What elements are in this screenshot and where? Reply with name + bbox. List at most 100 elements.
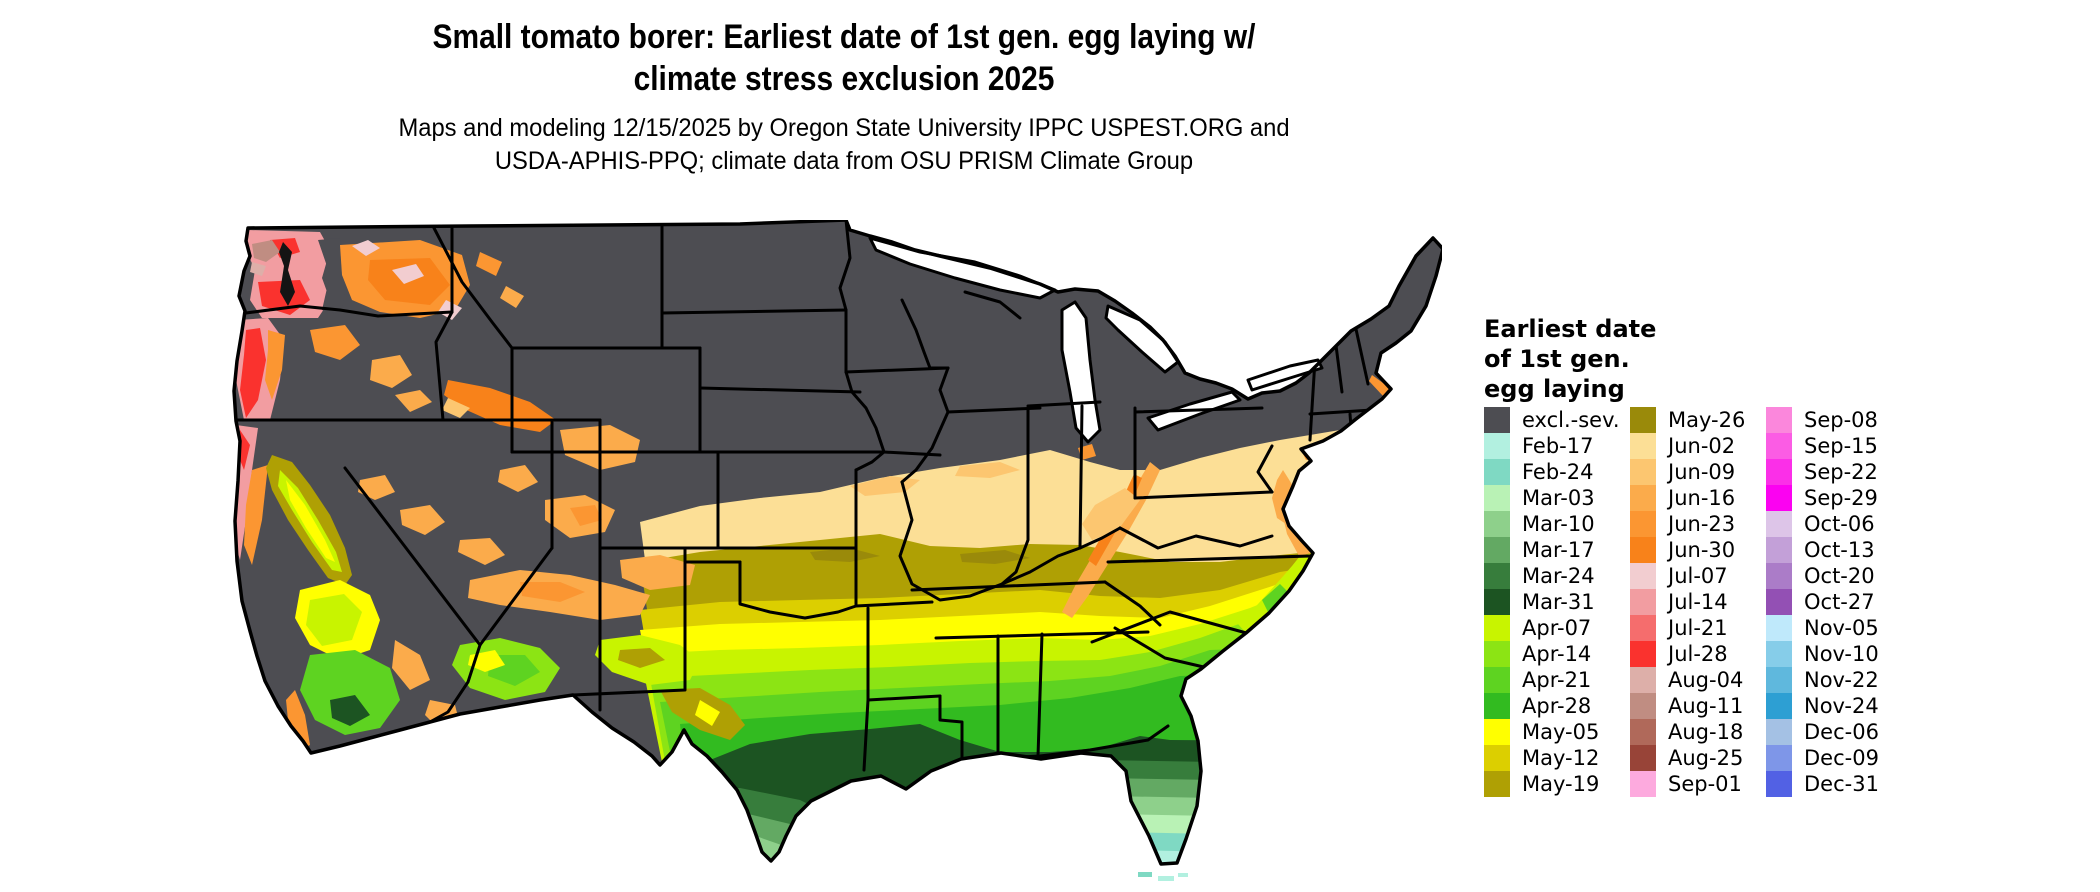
legend-label: May-12 — [1522, 746, 1600, 770]
legend-swatch — [1630, 433, 1656, 459]
legend-row: Feb-17 — [1484, 433, 1620, 459]
us-map — [232, 220, 1442, 881]
legend-label: Mar-03 — [1522, 486, 1595, 510]
legend-column-3: Sep-08 Sep-15 Sep-22 Sep-29 Oct-06 Oct-13 Oct-… — [1766, 407, 1879, 797]
subtitle-line-2: USDA-APHIS-PPQ; climate data from OSU PR… — [494, 147, 1194, 175]
florida-keys — [1138, 872, 1188, 881]
legend-row: Mar-17 — [1484, 537, 1620, 563]
legend-row: Nov-10 — [1766, 641, 1879, 667]
legend-swatch — [1630, 407, 1656, 433]
legend-label: Oct-13 — [1804, 538, 1875, 562]
legend-row: Mar-24 — [1484, 563, 1620, 589]
legend-swatch — [1484, 485, 1510, 511]
legend-row: Oct-13 — [1766, 537, 1879, 563]
legend-label: Dec-09 — [1804, 746, 1879, 770]
legend-swatch — [1630, 641, 1656, 667]
legend-label: Jun-30 — [1668, 538, 1736, 562]
legend-swatch — [1630, 589, 1656, 615]
legend-label: Mar-10 — [1522, 512, 1595, 536]
legend-row: Mar-10 — [1484, 511, 1620, 537]
legend-label: Apr-07 — [1522, 616, 1592, 640]
legend-row: Mar-31 — [1484, 589, 1620, 615]
legend-row: Jul-28 — [1630, 641, 1745, 667]
legend-row: Mar-03 — [1484, 485, 1620, 511]
legend-swatch — [1766, 537, 1792, 563]
legend-row: Feb-24 — [1484, 459, 1620, 485]
legend-swatch — [1484, 771, 1510, 797]
legend-title: Earliest date of 1st gen. egg laying — [1484, 315, 1657, 403]
legend-row: Nov-24 — [1766, 693, 1879, 719]
legend-label: Aug-18 — [1668, 720, 1744, 744]
legend-row: Apr-21 — [1484, 667, 1620, 693]
legend-row: Jul-07 — [1630, 563, 1745, 589]
legend-row: Aug-18 — [1630, 719, 1745, 745]
legend-label: Sep-08 — [1804, 408, 1878, 432]
legend-row: Oct-20 — [1766, 563, 1879, 589]
legend-row: Jun-23 — [1630, 511, 1745, 537]
legend-label: Oct-06 — [1804, 512, 1875, 536]
legend-swatch — [1630, 693, 1656, 719]
legend-label: Sep-29 — [1804, 486, 1878, 510]
legend-swatch — [1484, 459, 1510, 485]
legend-row: Nov-22 — [1766, 667, 1879, 693]
legend-row: Sep-29 — [1766, 485, 1879, 511]
legend-row: Aug-11 — [1630, 693, 1745, 719]
legend-label: Apr-14 — [1522, 642, 1592, 666]
legend-label: Aug-25 — [1668, 746, 1744, 770]
legend-column-2: May-26 Jun-02 Jun-09 Jun-16 Jun-23 Jun-30 Jul-… — [1630, 407, 1745, 797]
legend-swatch — [1484, 589, 1510, 615]
legend-label: Aug-11 — [1668, 694, 1744, 718]
legend-swatch — [1630, 719, 1656, 745]
legend-row: Apr-07 — [1484, 615, 1620, 641]
legend-swatch — [1766, 771, 1792, 797]
legend-swatch — [1484, 433, 1510, 459]
legend-label: Mar-17 — [1522, 538, 1595, 562]
legend-row: Dec-09 — [1766, 745, 1879, 771]
legend-label: Mar-24 — [1522, 564, 1595, 588]
legend-swatch — [1766, 589, 1792, 615]
legend-row: Dec-06 — [1766, 719, 1879, 745]
legend-label: Jul-14 — [1668, 590, 1728, 614]
legend-swatch — [1484, 667, 1510, 693]
legend-row: Aug-04 — [1630, 667, 1745, 693]
legend-label: Nov-10 — [1804, 642, 1879, 666]
legend-swatch — [1766, 407, 1792, 433]
legend-label: May-05 — [1522, 720, 1600, 744]
legend-swatch — [1484, 615, 1510, 641]
title-line-1: Small tomato borer: Earliest date of 1st… — [432, 18, 1256, 56]
legend-swatch — [1630, 615, 1656, 641]
legend-label: Sep-01 — [1668, 772, 1742, 796]
legend-label: Jun-02 — [1668, 434, 1736, 458]
great-lakes — [868, 236, 1324, 444]
legend-row: excl.-sev. — [1484, 407, 1620, 433]
legend-swatch — [1630, 745, 1656, 771]
legend-swatch — [1766, 745, 1792, 771]
legend-row: Sep-15 — [1766, 433, 1879, 459]
legend-label: excl.-sev. — [1522, 408, 1620, 432]
legend-label: Dec-06 — [1804, 720, 1879, 744]
legend-swatch — [1484, 407, 1510, 433]
legend-swatch — [1484, 537, 1510, 563]
legend-row: Aug-25 — [1630, 745, 1745, 771]
legend-label: Jul-07 — [1668, 564, 1728, 588]
legend-swatch — [1484, 693, 1510, 719]
legend-row: Apr-14 — [1484, 641, 1620, 667]
legend-row: Jun-02 — [1630, 433, 1745, 459]
legend-label: Jun-09 — [1668, 460, 1736, 484]
legend-row: Jun-09 — [1630, 459, 1745, 485]
legend-swatch — [1766, 667, 1792, 693]
legend-swatch — [1630, 511, 1656, 537]
legend-label: Dec-31 — [1804, 772, 1879, 796]
legend-swatch — [1484, 511, 1510, 537]
legend-swatch — [1766, 433, 1792, 459]
legend-row: Oct-27 — [1766, 589, 1879, 615]
legend-label: Apr-28 — [1522, 694, 1592, 718]
conus-outline — [232, 220, 1442, 866]
legend-swatch — [1766, 563, 1792, 589]
legend-row: Nov-05 — [1766, 615, 1879, 641]
subtitle-line-1: Maps and modeling 12/15/2025 by Oregon S… — [398, 114, 1290, 142]
legend-label: Sep-22 — [1804, 460, 1878, 484]
legend-row: Sep-22 — [1766, 459, 1879, 485]
legend-label: Aug-04 — [1668, 668, 1744, 692]
